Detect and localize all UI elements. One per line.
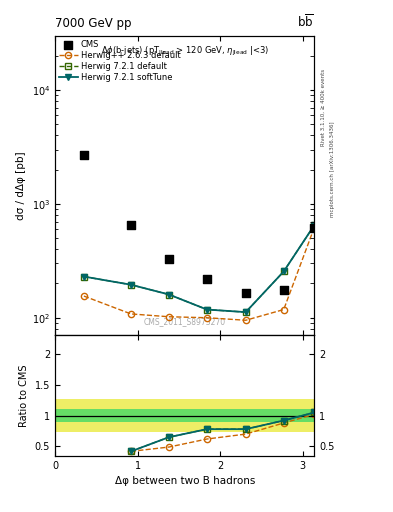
Herwig 7.2.1 softTune xyxy=(205,307,209,313)
CMS xyxy=(128,221,134,229)
CMS xyxy=(166,254,172,263)
Herwig++ 2.6.3 default xyxy=(312,224,317,230)
Text: Rivet 3.1.10, ≥ 400k events: Rivet 3.1.10, ≥ 400k events xyxy=(320,69,325,146)
Text: 7000 GeV pp: 7000 GeV pp xyxy=(55,17,132,30)
Herwig++ 2.6.3 default xyxy=(243,317,248,324)
Herwig++ 2.6.3 default xyxy=(82,293,86,299)
Herwig++ 2.6.3 default xyxy=(167,314,171,320)
Herwig++ 2.6.3 default xyxy=(129,311,133,317)
Herwig 7.2.1 default xyxy=(312,222,317,228)
Bar xyxy=(55,410,314,422)
Herwig 7.2.1 default xyxy=(243,309,248,315)
Text: b$\mathregular{\overline{b}}$: b$\mathregular{\overline{b}}$ xyxy=(298,13,314,30)
Herwig 7.2.1 softTune xyxy=(281,268,286,274)
Herwig 7.2.1 softTune xyxy=(129,282,133,288)
CMS xyxy=(311,223,318,231)
Herwig 7.2.1 default xyxy=(129,282,133,288)
Text: CMS_2011_S8973270: CMS_2011_S8973270 xyxy=(144,317,226,326)
Text: $\Delta\phi$(b-jets) (pT$_{\mathregular{Jlead}}$ > 120 GeV, $\eta_{\mathregular{: $\Delta\phi$(b-jets) (pT$_{\mathregular{… xyxy=(101,45,269,58)
Herwig++ 2.6.3 default xyxy=(281,307,286,313)
Y-axis label: Ratio to CMS: Ratio to CMS xyxy=(19,364,29,427)
Text: mcplots.cern.ch [arXiv:1306.3436]: mcplots.cern.ch [arXiv:1306.3436] xyxy=(330,121,335,217)
CMS xyxy=(81,151,87,159)
Herwig 7.2.1 default xyxy=(281,268,286,274)
Line: Herwig 7.2.1 softTune: Herwig 7.2.1 softTune xyxy=(81,222,318,315)
Line: Herwig 7.2.1 default: Herwig 7.2.1 default xyxy=(81,222,318,315)
Legend: CMS, Herwig++ 2.6.3 default, Herwig 7.2.1 default, Herwig 7.2.1 softTune: CMS, Herwig++ 2.6.3 default, Herwig 7.2.… xyxy=(57,38,182,84)
Herwig++ 2.6.3 default xyxy=(205,315,209,321)
Herwig 7.2.1 default xyxy=(82,273,86,280)
CMS xyxy=(281,286,287,294)
Herwig 7.2.1 softTune xyxy=(243,309,248,315)
Herwig 7.2.1 softTune xyxy=(312,222,317,228)
Herwig 7.2.1 softTune xyxy=(167,291,171,297)
Y-axis label: dσ / dΔφ [pb]: dσ / dΔφ [pb] xyxy=(16,151,26,220)
CMS xyxy=(242,289,249,297)
Herwig 7.2.1 default xyxy=(167,291,171,297)
Line: Herwig++ 2.6.3 default: Herwig++ 2.6.3 default xyxy=(81,224,318,324)
Bar xyxy=(55,399,314,432)
CMS xyxy=(204,274,210,283)
Herwig 7.2.1 softTune xyxy=(82,273,86,280)
X-axis label: Δφ between two B hadrons: Δφ between two B hadrons xyxy=(114,476,255,486)
Herwig 7.2.1 default xyxy=(205,307,209,313)
